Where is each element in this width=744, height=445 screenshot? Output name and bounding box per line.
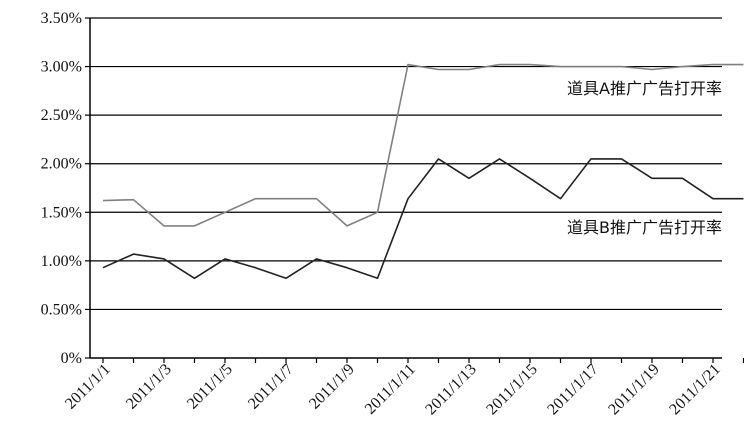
- x-tick-label: 2011/1/15: [483, 361, 540, 418]
- series-label-a: 道具A推广广告打开率: [567, 79, 722, 98]
- series-b-line: [102, 158, 744, 280]
- y-tick-label: 1.00%: [41, 253, 82, 270]
- x-tick-label: 2011/1/17: [544, 361, 601, 418]
- x-tick-label: 2011/1/19: [605, 361, 662, 418]
- y-tick-label: 0.50%: [41, 301, 82, 318]
- x-tick-label: 2011/1/9: [306, 361, 358, 413]
- series-labels: 道具A推广广告打开率 道具B推广广告打开率: [567, 79, 722, 237]
- x-tick-label: 2011/1/3: [123, 361, 175, 413]
- series-label-b: 道具B推广广告打开率: [567, 218, 722, 237]
- y-tick-label: 2.50%: [41, 107, 82, 124]
- x-tick-label: 2011/1/13: [422, 361, 479, 418]
- grid-lines: [90, 17, 722, 311]
- y-axis-ticks: 0% 0.50% 1.00% 1.50% 2.00% 2.50% 3.00% 3.50%: [41, 10, 90, 367]
- x-axis-ticks: 2011/1/1 2011/1/3 2011/1/5 2011/1/7 2011/1/9…: [62, 358, 744, 418]
- axes: [89, 18, 722, 359]
- x-tick-label: 2011/1/7: [245, 361, 297, 413]
- y-tick-label: 2.00%: [41, 156, 82, 173]
- y-tick-label: 3.00%: [41, 59, 82, 76]
- x-tick-label: 2011/1/11: [362, 361, 419, 418]
- y-tick-label: 3.50%: [41, 10, 82, 27]
- y-tick-label: 0%: [61, 350, 82, 367]
- y-tick-label: 1.50%: [41, 204, 82, 221]
- x-tick-label: 2011/1/1: [62, 361, 114, 413]
- x-tick-label: 2011/1/5: [184, 361, 236, 413]
- series-a-line: [102, 63, 744, 227]
- series-lines: [102, 63, 744, 280]
- x-tick-label: 2011/1/21: [666, 361, 723, 418]
